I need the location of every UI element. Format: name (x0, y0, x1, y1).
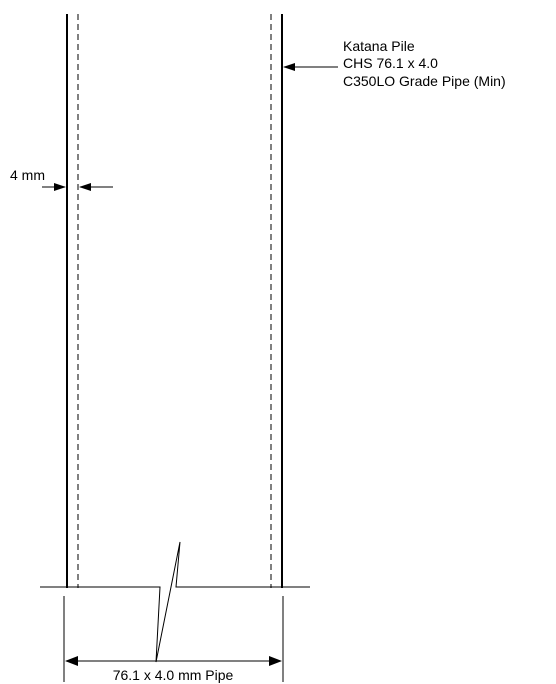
callout-line-1: Katana Pile (343, 38, 415, 54)
callout-arrowhead (283, 63, 295, 71)
wall-dimension-label: 4 mm (10, 167, 45, 183)
wall-dim-right-arrowhead (79, 183, 91, 191)
width-right-arrowhead (269, 656, 282, 666)
break-line (40, 541, 310, 663)
width-dimension-label: 76.1 x 4.0 mm Pipe (113, 667, 234, 683)
width-left-arrowhead (65, 656, 78, 666)
callout-line-3: C350LO Grade Pipe (Min) (343, 73, 506, 89)
wall-dim-left-arrowhead (54, 183, 66, 191)
callout-line-2: CHS 76.1 x 4.0 (343, 55, 438, 71)
